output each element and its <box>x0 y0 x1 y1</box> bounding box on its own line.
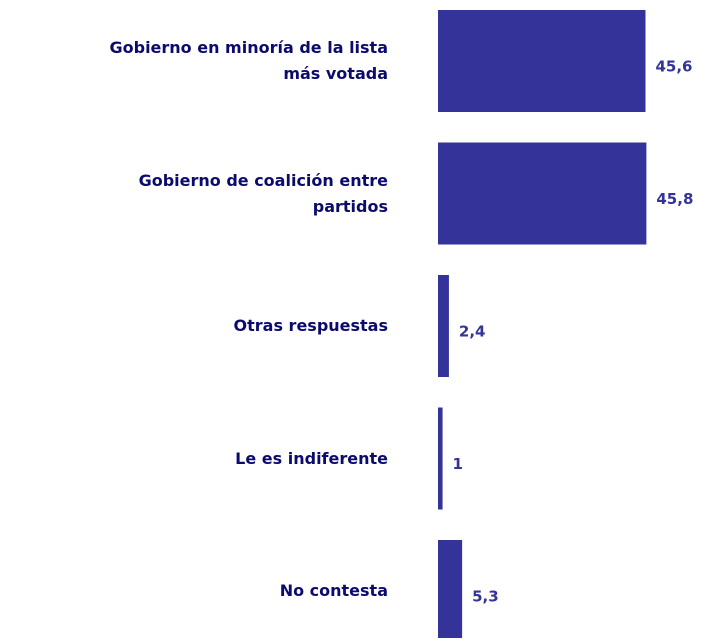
bar <box>438 407 443 510</box>
category-label: Gobierno de coalición entre partidos <box>78 143 388 245</box>
value-label: 45,8 <box>656 190 693 208</box>
bar <box>438 10 646 112</box>
value-label: 2,4 <box>459 323 486 341</box>
bar <box>438 142 647 245</box>
value-label: 45,6 <box>655 58 692 76</box>
category-text: Le es indiferente <box>235 448 388 468</box>
category-label: Le es indiferente <box>78 408 388 510</box>
bar <box>438 275 449 377</box>
category-label: Gobierno en minoría de la lista más vota… <box>78 10 388 112</box>
bar <box>438 540 463 638</box>
category-text: Otras respuestas <box>233 316 388 335</box>
value-label: 1 <box>453 455 463 473</box>
category-text: No contesta <box>279 581 388 600</box>
category-label: No contesta <box>78 540 388 642</box>
category-text: Gobierno en minoría de la lista más vota… <box>109 38 388 83</box>
category-text: Gobierno de coalición entre partidos <box>138 170 388 216</box>
category-label: Otras respuestas <box>78 275 388 377</box>
value-label: 5,3 <box>472 588 499 606</box>
